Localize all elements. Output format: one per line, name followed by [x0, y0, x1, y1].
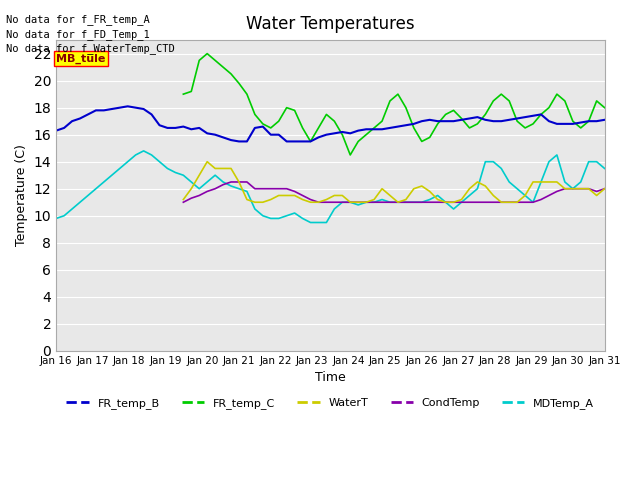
WaterT [355, 199, 362, 205]
CondTemp [513, 199, 521, 205]
FR_temp_B [188, 126, 195, 132]
WaterT [220, 166, 227, 171]
FR_temp_B [52, 128, 60, 133]
CondTemp [195, 192, 203, 198]
Title: Water Temperatures: Water Temperatures [246, 15, 415, 33]
Legend: FR_temp_B, FR_temp_C, WaterT, CondTemp, MDTemp_A: FR_temp_B, FR_temp_C, WaterT, CondTemp, … [62, 394, 599, 414]
WaterT [195, 172, 203, 178]
FR_temp_B [124, 103, 132, 109]
MDTemp_A [188, 179, 195, 185]
Line: FR_temp_B: FR_temp_B [56, 106, 605, 142]
Y-axis label: Temperature (C): Temperature (C) [15, 144, 28, 246]
MDTemp_A [140, 148, 147, 154]
WaterT [179, 197, 187, 203]
MDTemp_A [537, 179, 545, 185]
WaterT [521, 192, 529, 198]
Text: No data for f_FR_temp_A: No data for f_FR_temp_A [6, 14, 150, 25]
CondTemp [601, 186, 609, 192]
Line: WaterT: WaterT [183, 162, 605, 202]
FR_temp_C [179, 91, 187, 97]
CondTemp [220, 182, 227, 188]
FR_temp_C [195, 58, 203, 63]
CondTemp [521, 199, 529, 205]
Line: CondTemp: CondTemp [183, 182, 605, 202]
Text: No data for f_FD_Temp_1: No data for f_FD_Temp_1 [6, 29, 150, 40]
Line: FR_temp_C: FR_temp_C [183, 54, 605, 155]
CondTemp [355, 199, 362, 205]
Text: No data for f_WaterTemp_CTD: No data for f_WaterTemp_CTD [6, 43, 175, 54]
MDTemp_A [124, 159, 132, 165]
FR_temp_B [299, 139, 307, 144]
FR_temp_B [132, 105, 140, 110]
FR_temp_C [220, 64, 227, 70]
CondTemp [179, 199, 187, 205]
FR_temp_B [371, 126, 378, 132]
MDTemp_A [291, 210, 298, 216]
WaterT [513, 199, 521, 205]
MDTemp_A [601, 166, 609, 171]
MDTemp_A [371, 199, 378, 205]
FR_temp_C [513, 118, 521, 124]
MDTemp_A [227, 183, 235, 189]
FR_temp_C [355, 139, 362, 144]
FR_temp_C [521, 125, 529, 131]
Text: MB_tule: MB_tule [56, 54, 106, 64]
FR_temp_C [601, 105, 609, 110]
FR_temp_B [227, 137, 235, 143]
MDTemp_A [52, 216, 60, 221]
X-axis label: Time: Time [315, 371, 346, 384]
Line: MDTemp_A: MDTemp_A [56, 151, 605, 223]
FR_temp_B [235, 139, 243, 144]
FR_temp_B [601, 117, 609, 123]
WaterT [601, 186, 609, 192]
FR_temp_B [537, 111, 545, 117]
MDTemp_A [307, 220, 314, 226]
